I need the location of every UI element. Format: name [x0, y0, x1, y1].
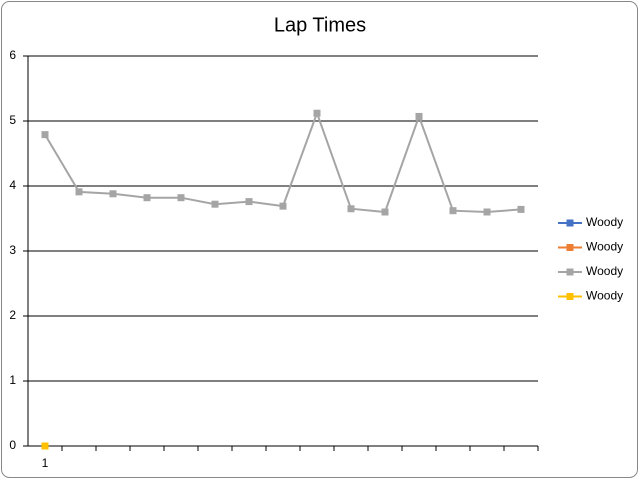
data-point: [347, 205, 355, 213]
legend-label: Woody: [586, 240, 623, 254]
legend-marker: [566, 219, 574, 227]
y-tick-label: 5: [9, 113, 16, 127]
legend-marker: [566, 244, 574, 251]
y-tick-label: 0: [9, 438, 16, 452]
y-tick-label: 2: [9, 308, 16, 322]
data-point: [143, 194, 151, 202]
data-point: [211, 200, 219, 208]
chart-title: Lap Times: [274, 14, 366, 36]
legend-marker: [566, 268, 574, 276]
data-point: [245, 198, 253, 206]
data-point: [41, 442, 49, 450]
data-point: [449, 207, 457, 215]
legend-marker: [566, 293, 574, 300]
y-tick-label: 3: [9, 243, 16, 257]
data-point: [313, 109, 321, 117]
data-point: [483, 208, 491, 216]
data-point: [517, 205, 525, 213]
data-point: [415, 112, 423, 120]
data-point: [381, 208, 389, 216]
data-point: [41, 131, 49, 139]
data-point: [75, 188, 83, 196]
y-tick-label: 4: [9, 178, 16, 192]
legend-label: Woody: [586, 289, 623, 303]
data-point: [177, 194, 185, 202]
data-point: [109, 190, 117, 198]
legend-label: Woody: [586, 215, 623, 229]
x-tick-label: 1: [42, 456, 49, 470]
data-point: [279, 202, 287, 210]
y-tick-label: 6: [9, 48, 16, 62]
y-tick-label: 1: [9, 373, 16, 387]
legend-label: Woody: [586, 264, 623, 278]
